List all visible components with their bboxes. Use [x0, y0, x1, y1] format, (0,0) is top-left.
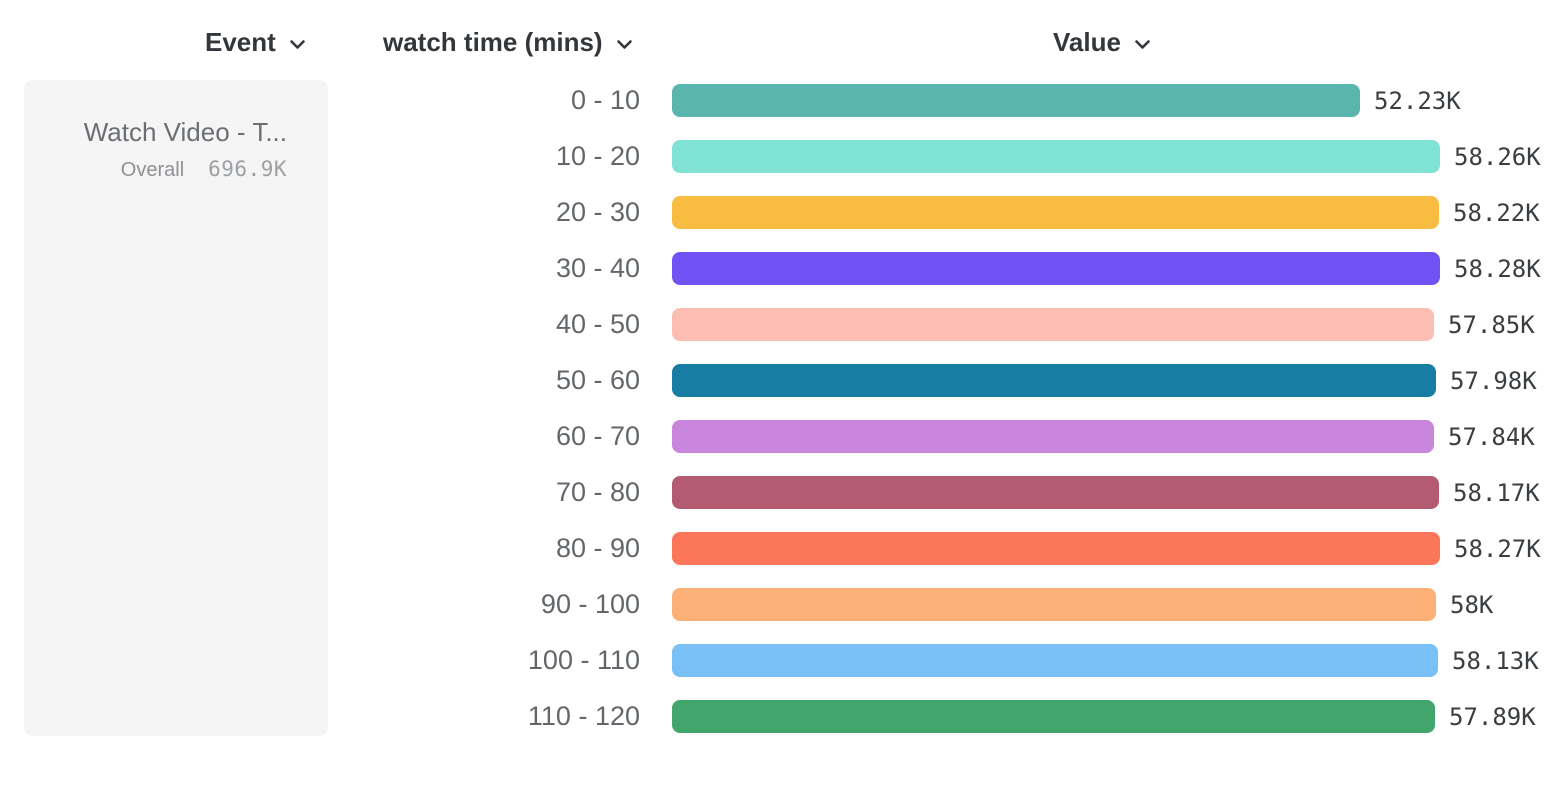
value-bar[interactable] [672, 84, 1360, 117]
bucket-label: 70 - 80 [555, 477, 640, 507]
bar-value-label: 58.17K [1453, 479, 1540, 507]
bucket-label: 80 - 90 [555, 533, 640, 563]
value-bar[interactable] [672, 588, 1436, 621]
chevron-down-icon [290, 40, 305, 49]
chart-row: 20 - 30 58.22K [0, 196, 1568, 229]
legend-event-name[interactable]: Watch Video - T... [83, 117, 287, 147]
bar-value-label: 58.26K [1454, 143, 1541, 171]
value-column-label: Value [1053, 27, 1121, 57]
bar-value-label: 58.28K [1454, 255, 1541, 283]
value-bar[interactable] [672, 532, 1440, 565]
value-bar[interactable] [672, 644, 1438, 677]
bucket-label: 10 - 20 [555, 141, 640, 171]
event-legend-card: Watch Video - T... Overall 696.9K [24, 80, 328, 736]
value-bar[interactable] [672, 252, 1440, 285]
bucket-label: 110 - 120 [527, 701, 640, 731]
bucket-label: 60 - 70 [555, 421, 640, 451]
event-column-label: Event [205, 27, 276, 57]
chart-row: 0 - 10 52.23K [0, 84, 1568, 117]
chart-row: 40 - 50 57.85K [0, 308, 1568, 341]
chart-row: 70 - 80 58.17K [0, 476, 1568, 509]
bar-value-label: 58.13K [1452, 647, 1539, 675]
legend-overall-row: Overall 696.9K [24, 157, 287, 182]
chart-row: 90 - 100 58K [0, 588, 1568, 621]
overall-label: Overall [120, 159, 185, 181]
chart-row: 30 - 40 58.28K [0, 252, 1568, 285]
bucket-label: 30 - 40 [555, 253, 640, 283]
value-bar[interactable] [672, 476, 1439, 509]
bucket-label: 100 - 110 [527, 645, 640, 675]
breakdown-column-label: watch time (mins) [383, 27, 603, 57]
overall-value: 696.9K [208, 157, 287, 181]
chart-row: 60 - 70 57.84K [0, 420, 1568, 453]
value-bar[interactable] [672, 140, 1440, 173]
bucket-label: 0 - 10 [570, 85, 640, 115]
bar-value-label: 57.85K [1448, 311, 1535, 339]
bar-value-label: 57.84K [1448, 423, 1535, 451]
breakdown-column-dropdown[interactable]: watch time (mins) [383, 27, 633, 58]
value-bar[interactable] [672, 308, 1434, 341]
bar-value-label: 57.89K [1449, 703, 1536, 731]
chevron-down-icon [1135, 40, 1150, 49]
chart-row: 50 - 60 57.98K [0, 364, 1568, 397]
value-bar[interactable] [672, 364, 1436, 397]
chart-row: 100 - 110 58.13K [0, 644, 1568, 677]
bar-value-label: 52.23K [1374, 87, 1461, 115]
value-bar[interactable] [672, 700, 1435, 733]
bucket-label: 20 - 30 [555, 197, 640, 227]
chart-row: 110 - 120 57.89K [0, 700, 1568, 733]
bar-value-label: 58K [1450, 591, 1494, 619]
bar-value-label: 57.98K [1450, 367, 1537, 395]
bucket-label: 40 - 50 [555, 309, 640, 339]
chart-row: 10 - 20 58.26K [0, 140, 1568, 173]
value-bar[interactable] [672, 196, 1439, 229]
bar-value-label: 58.27K [1454, 535, 1541, 563]
bucket-label: 90 - 100 [540, 589, 640, 619]
bucket-label: 50 - 60 [555, 365, 640, 395]
event-column-dropdown[interactable]: Event [205, 27, 306, 58]
bar-value-label: 58.22K [1453, 199, 1540, 227]
chart-row: 80 - 90 58.27K [0, 532, 1568, 565]
value-column-dropdown[interactable]: Value [1053, 27, 1151, 58]
value-bar[interactable] [672, 420, 1434, 453]
chevron-down-icon [616, 40, 632, 49]
